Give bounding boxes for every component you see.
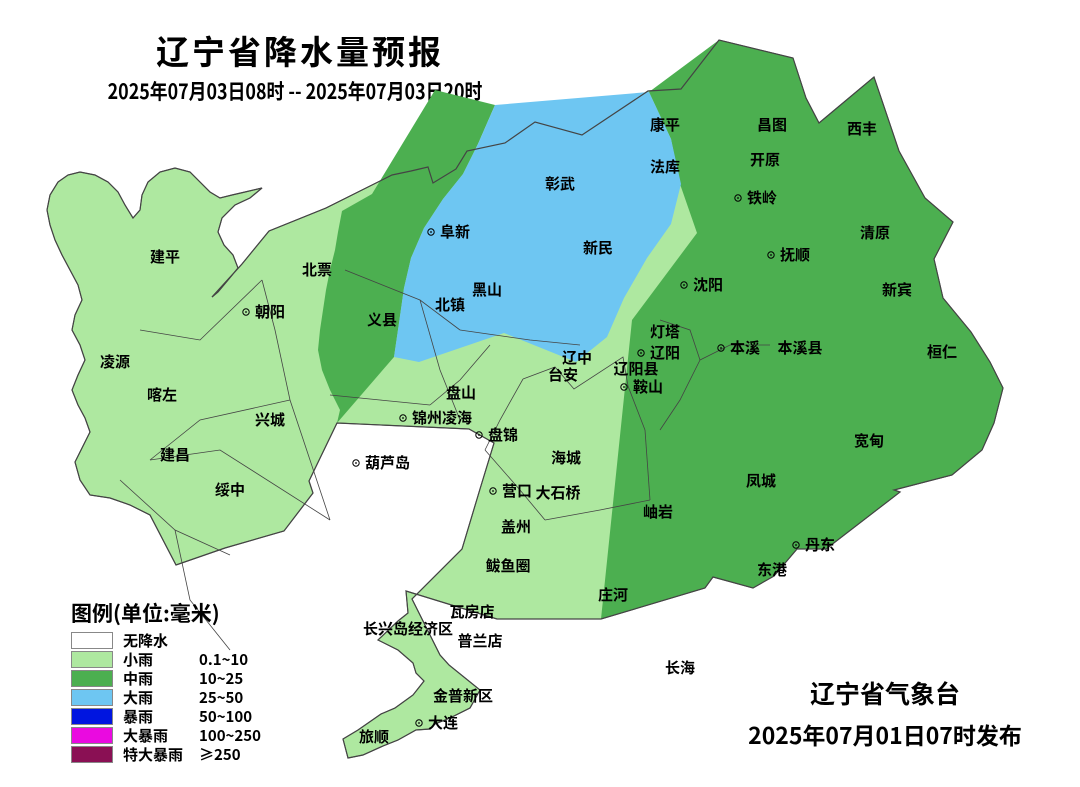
svg-text:长海: 长海 bbox=[665, 657, 695, 678]
svg-text:北镇: 北镇 bbox=[435, 294, 465, 315]
svg-text:宽甸: 宽甸 bbox=[854, 430, 884, 451]
svg-text:西丰: 西丰 bbox=[847, 118, 877, 139]
svg-text:喀左: 喀左 bbox=[147, 384, 177, 405]
svg-text:辽中: 辽中 bbox=[562, 347, 592, 368]
svg-text:瓦房店: 瓦房店 bbox=[449, 601, 494, 622]
svg-text:绥中: 绥中 bbox=[215, 479, 245, 500]
svg-text:清原: 清原 bbox=[860, 222, 890, 243]
svg-text:丹东: 丹东 bbox=[805, 534, 835, 555]
svg-text:盘锦: 盘锦 bbox=[488, 424, 518, 445]
svg-text:桓仁: 桓仁 bbox=[927, 341, 957, 362]
svg-text:凤城: 凤城 bbox=[746, 470, 776, 491]
svg-text:朝阳: 朝阳 bbox=[255, 301, 285, 322]
svg-text:兴城: 兴城 bbox=[255, 409, 285, 430]
svg-text:本溪县: 本溪县 bbox=[777, 337, 822, 358]
svg-text:盖州: 盖州 bbox=[501, 516, 531, 537]
svg-text:锦州凌海: 锦州凌海 bbox=[412, 407, 472, 428]
svg-text:铁岭: 铁岭 bbox=[747, 187, 777, 208]
svg-text:本溪: 本溪 bbox=[730, 337, 760, 358]
svg-text:盘山: 盘山 bbox=[446, 382, 476, 403]
svg-text:抚顺: 抚顺 bbox=[780, 244, 810, 265]
svg-text:义县: 义县 bbox=[367, 309, 397, 330]
svg-text:普兰店: 普兰店 bbox=[457, 630, 502, 651]
svg-text:彰武: 彰武 bbox=[545, 173, 575, 194]
svg-text:凌源: 凌源 bbox=[100, 351, 130, 372]
svg-text:营口: 营口 bbox=[502, 480, 532, 501]
svg-text:法库: 法库 bbox=[650, 156, 680, 177]
svg-text:葫芦岛: 葫芦岛 bbox=[365, 452, 410, 473]
svg-text:开原: 开原 bbox=[750, 149, 780, 170]
svg-text:北票: 北票 bbox=[302, 259, 332, 280]
svg-text:岫岩: 岫岩 bbox=[643, 501, 673, 522]
svg-text:建平: 建平 bbox=[150, 246, 180, 267]
svg-text:大连: 大连 bbox=[428, 712, 458, 733]
svg-text:大石桥: 大石桥 bbox=[535, 482, 580, 503]
svg-text:阜新: 阜新 bbox=[440, 221, 470, 242]
svg-text:新民: 新民 bbox=[583, 237, 613, 258]
svg-text:庄河: 庄河 bbox=[598, 584, 628, 605]
svg-text:昌图: 昌图 bbox=[757, 114, 787, 135]
svg-text:长兴岛经济区: 长兴岛经济区 bbox=[363, 618, 453, 639]
svg-text:鲅鱼圈: 鲅鱼圈 bbox=[485, 555, 530, 576]
svg-text:黑山: 黑山 bbox=[472, 279, 502, 300]
svg-text:建昌: 建昌 bbox=[160, 444, 190, 465]
svg-text:金普新区: 金普新区 bbox=[433, 685, 493, 706]
svg-text:东港: 东港 bbox=[757, 559, 787, 580]
svg-text:海城: 海城 bbox=[551, 447, 581, 468]
svg-text:新宾: 新宾 bbox=[882, 279, 912, 300]
svg-text:鞍山: 鞍山 bbox=[633, 376, 663, 397]
svg-text:康平: 康平 bbox=[650, 114, 680, 135]
svg-text:灯塔: 灯塔 bbox=[650, 321, 680, 342]
svg-text:沈阳: 沈阳 bbox=[693, 274, 723, 295]
